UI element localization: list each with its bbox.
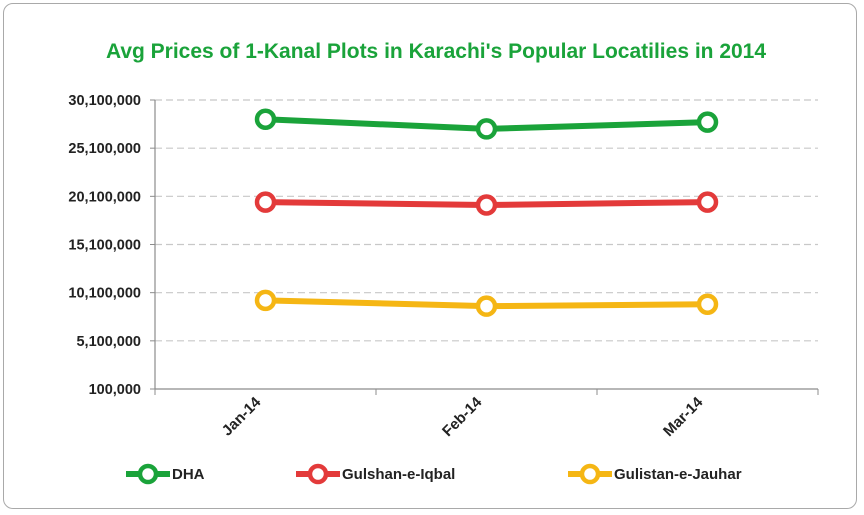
axes — [150, 99, 819, 395]
x-tick-label: Feb-14 — [439, 393, 486, 440]
data-point — [696, 191, 719, 213]
x-tick-label: Jan-14 — [219, 393, 265, 439]
y-tick-label: 20,100,000 — [68, 189, 141, 205]
data-point — [475, 194, 498, 216]
legend: DHA Gulshan-e-Iqbal Gulistan-e-Jauhar — [126, 463, 742, 485]
y-tick-label: 100,000 — [89, 382, 141, 398]
x-axis-ticks: Jan-14 Feb-14 Mar-14 — [219, 393, 707, 440]
legend-label: DHA — [172, 466, 205, 483]
legend-swatch-marker — [579, 463, 601, 485]
y-tick-label: 30,100,000 — [68, 93, 141, 109]
data-point — [475, 118, 498, 140]
data-point — [254, 108, 277, 131]
legend-label: Gulistan-e-Jauhar — [614, 466, 742, 483]
legend-swatch-marker — [137, 463, 159, 485]
y-tick-label: 10,100,000 — [68, 286, 141, 302]
chart-title: Avg Prices of 1-Kanal Plots in Karachi's… — [106, 40, 766, 63]
data-point — [475, 295, 498, 317]
y-tick-label: 15,100,000 — [68, 238, 141, 254]
y-axis-ticks: 100,000 5,100,000 10,100,000 15,100,000 20,1… — [68, 93, 141, 398]
y-tick-label: 25,100,000 — [68, 141, 141, 157]
chart-frame — [3, 3, 857, 509]
data-point — [254, 289, 277, 312]
series-lines — [254, 108, 719, 317]
data-point — [696, 111, 719, 133]
legend-swatch-marker — [307, 463, 329, 485]
y-tick-label: 5,100,000 — [76, 334, 141, 350]
data-point — [696, 293, 719, 315]
data-point — [254, 191, 277, 213]
legend-label: Gulshan-e-Iqbal — [342, 466, 455, 483]
x-tick-label: Mar-14 — [660, 393, 707, 440]
